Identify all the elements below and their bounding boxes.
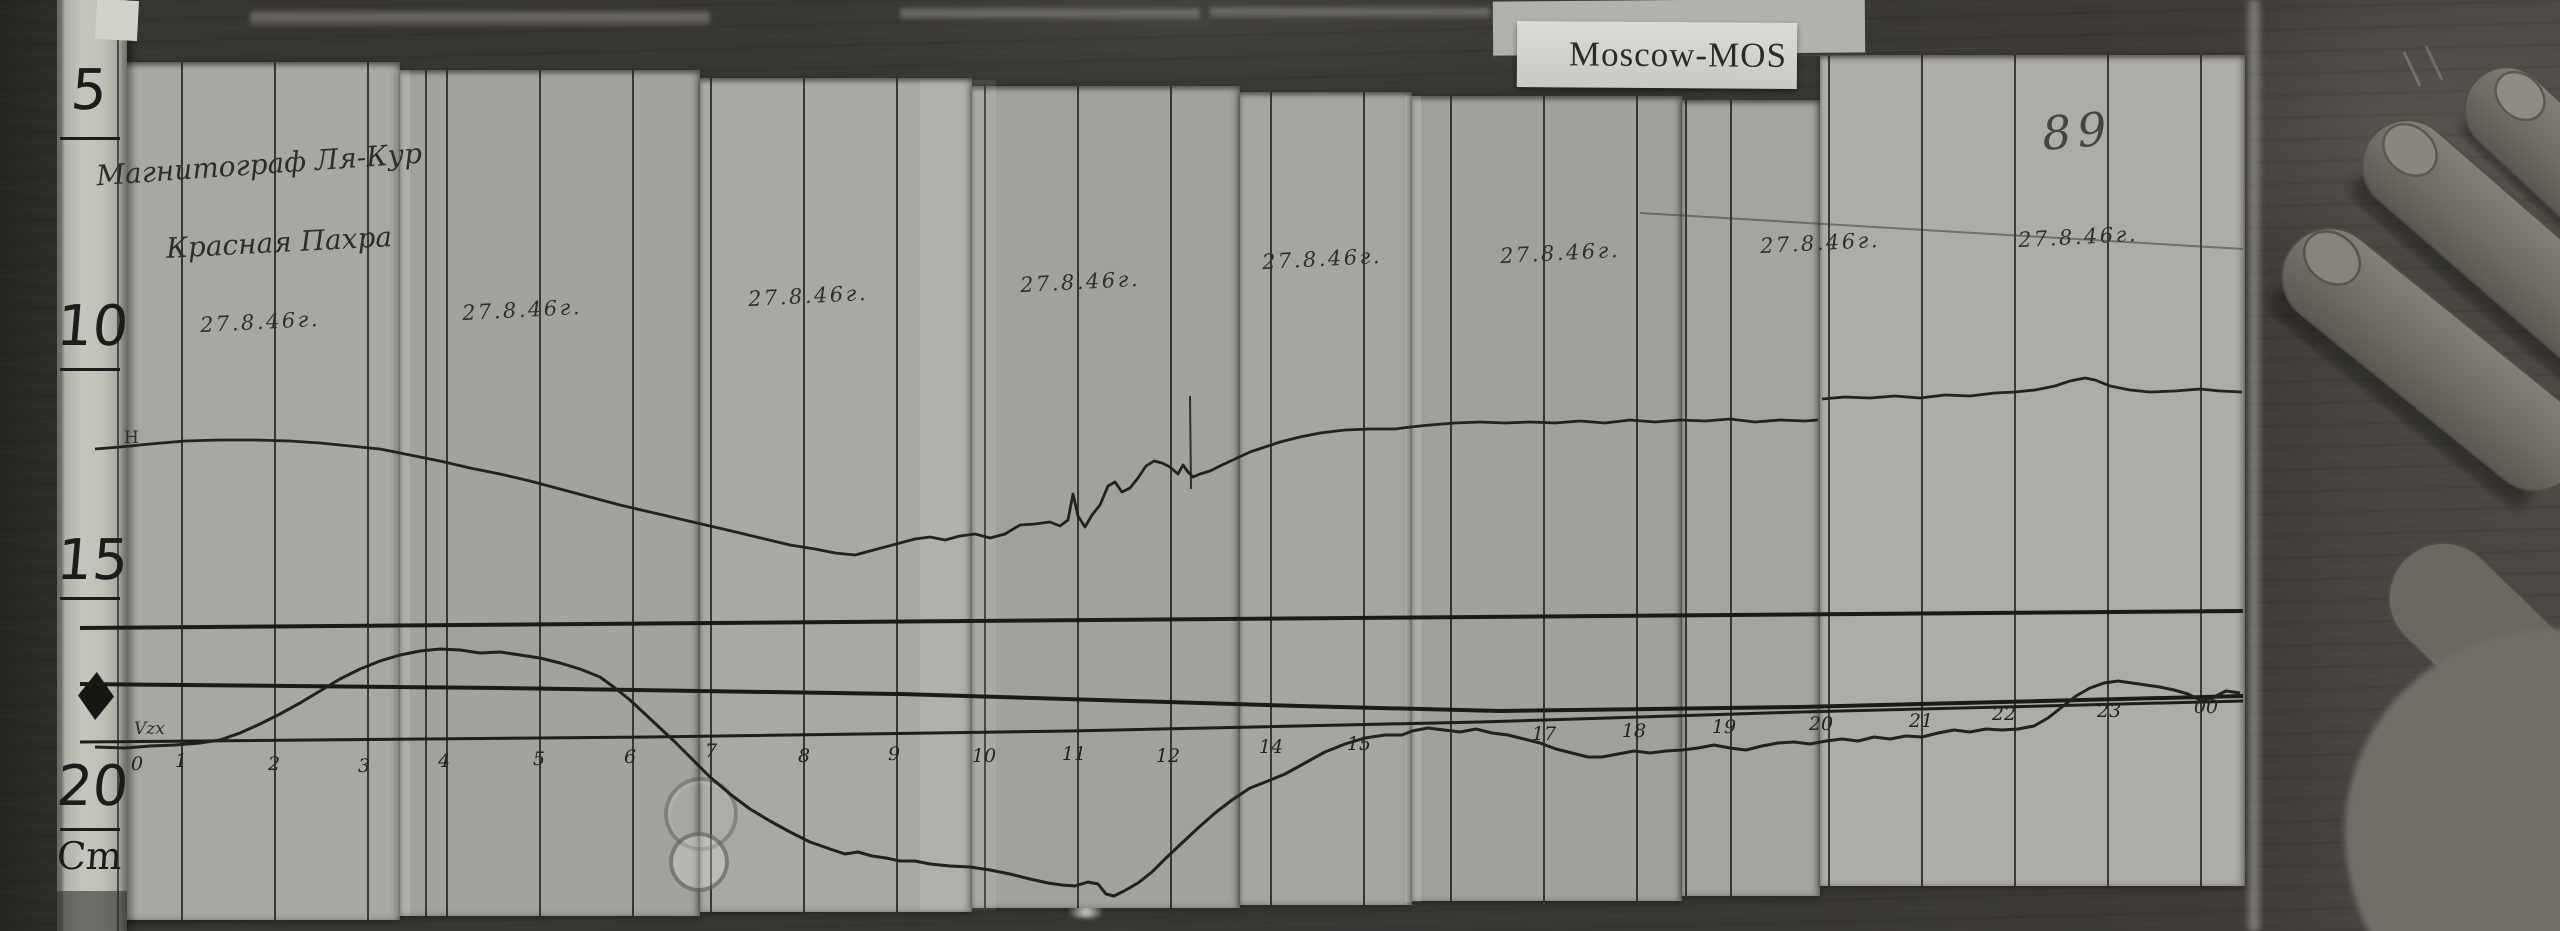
hour-label: 8 xyxy=(797,745,811,767)
hour-label: 18 xyxy=(1621,720,1647,742)
wood-scratch xyxy=(2402,51,2422,87)
hour-label: 22 xyxy=(1991,703,2017,725)
hour-label: 7 xyxy=(704,740,718,762)
little-finger xyxy=(2387,541,2560,807)
middle-finger xyxy=(2361,119,2560,376)
index-finger xyxy=(2463,66,2560,300)
paper-strip xyxy=(1412,96,1682,901)
sheet-number: 89 xyxy=(2039,101,2115,161)
hour-label: 9 xyxy=(887,743,901,765)
glass-reflection xyxy=(250,8,710,26)
hour-label: 00 xyxy=(2193,696,2219,718)
catalog-card: Moscow-MOS xyxy=(1516,21,1798,89)
hour-label: 17 xyxy=(1531,723,1557,745)
glass-edge-reflection xyxy=(2244,0,2264,931)
catalog-card-label: Moscow-MOS xyxy=(1568,34,1788,75)
hour-label: 6 xyxy=(623,746,637,768)
paper-strip xyxy=(1240,92,1412,905)
finger-shadow xyxy=(2350,175,2560,389)
paper-strip xyxy=(80,62,400,920)
hour-label: 23 xyxy=(2096,700,2122,722)
hour-label: 5 xyxy=(532,748,546,770)
hour-label: 12 xyxy=(1155,745,1181,767)
hour-label: 14 xyxy=(1258,736,1284,758)
ruler-number: 20 xyxy=(54,754,132,819)
ruler-number: 5 xyxy=(68,58,110,123)
paper-strip xyxy=(972,86,1240,908)
strip-seam xyxy=(396,70,410,916)
ruler-unit-label: Cm xyxy=(55,834,124,878)
hour-label: 20 xyxy=(1808,713,1834,735)
paper-strip xyxy=(1820,55,2245,886)
baseline-label: Vzx xyxy=(134,719,165,739)
glass-reflection xyxy=(900,6,1200,20)
ruler-number: 10 xyxy=(54,294,132,359)
palm xyxy=(2344,629,2560,931)
hour-label: 1 xyxy=(174,750,188,772)
glass-bubble-artifact xyxy=(669,832,729,892)
hour-label: 4 xyxy=(437,750,451,772)
paper-strip xyxy=(400,70,700,916)
h-trace-label: H xyxy=(124,428,139,448)
hour-label: 10 xyxy=(971,745,997,767)
ruler-tick-line xyxy=(60,368,120,371)
hour-label: 3 xyxy=(357,755,371,777)
paper-strip xyxy=(1682,100,1820,896)
hour-label: 0 xyxy=(130,753,144,775)
ruler-tick-line xyxy=(60,137,120,140)
finger-shadow xyxy=(2461,114,2560,322)
tape-overlap-band xyxy=(920,80,996,910)
glass-reflection xyxy=(1210,5,1490,18)
ruler-tick-line xyxy=(60,828,120,831)
hand xyxy=(2268,45,2560,931)
finger-shadow xyxy=(2268,287,2533,507)
ruler-number: 15 xyxy=(54,528,132,593)
fingernail xyxy=(2494,70,2546,122)
ruler-tick-line xyxy=(60,597,120,600)
fingernail xyxy=(2382,122,2438,178)
hour-label: 19 xyxy=(1711,716,1737,738)
strip-seam xyxy=(1405,96,1421,902)
ring-finger xyxy=(2281,227,2560,492)
clamp-tab xyxy=(94,0,140,42)
hour-label: 2 xyxy=(267,753,281,775)
hour-label: 15 xyxy=(1346,733,1372,755)
wood-scratch xyxy=(2424,45,2444,81)
hour-label: 11 xyxy=(1061,743,1087,765)
fingernail xyxy=(2302,230,2362,286)
hour-label: 21 xyxy=(1908,710,1934,732)
